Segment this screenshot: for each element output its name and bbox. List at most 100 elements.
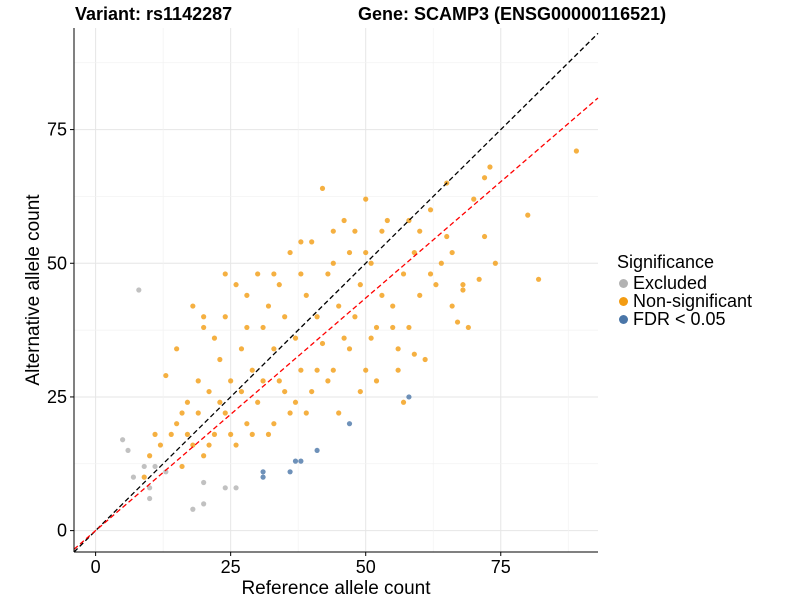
- data-point: [271, 271, 277, 277]
- data-point: [141, 463, 147, 470]
- reference-lines: [73, 32, 599, 553]
- x-tick-label: 75: [491, 557, 511, 577]
- data-point: [336, 410, 342, 416]
- data-point: [411, 249, 417, 256]
- data-point: [125, 447, 131, 454]
- data-point: [222, 314, 228, 320]
- data-point: [433, 282, 439, 288]
- reference-line-identity: [73, 32, 599, 553]
- data-point: [395, 367, 401, 373]
- data-point: [449, 303, 455, 309]
- legend-label-excluded: Excluded: [633, 272, 708, 293]
- data-point: [471, 196, 477, 202]
- data-point: [190, 506, 196, 512]
- data-point: [449, 249, 455, 256]
- data-point: [368, 335, 374, 341]
- data-point: [481, 233, 488, 240]
- data-point: [309, 388, 315, 395]
- data-point: [481, 175, 488, 181]
- y-tick-label: 25: [47, 387, 67, 407]
- data-point: [363, 196, 369, 202]
- y-tick-label: 0: [57, 521, 67, 541]
- data-point: [422, 356, 428, 363]
- data-point: [147, 495, 153, 502]
- data-point: [487, 164, 493, 170]
- data-point: [201, 501, 207, 507]
- data-point: [357, 282, 363, 288]
- data-point: [298, 239, 304, 245]
- data-point: [390, 324, 396, 331]
- data-point: [314, 447, 320, 454]
- data-point: [201, 479, 207, 486]
- data-point: [265, 431, 272, 437]
- data-point: [379, 228, 385, 234]
- data-point: [373, 324, 380, 331]
- data-point: [211, 431, 218, 437]
- data-point: [141, 474, 147, 480]
- data-point: [400, 399, 407, 405]
- data-point: [228, 378, 234, 384]
- data-point: [260, 469, 266, 475]
- data-point: [260, 474, 266, 480]
- data-point: [222, 271, 228, 277]
- series-fdr-0-05: [260, 394, 412, 480]
- data-point: [368, 260, 374, 266]
- data-point: [233, 282, 239, 288]
- legend-item-excluded: Excluded: [617, 272, 752, 293]
- data-point: [260, 324, 266, 331]
- data-point: [535, 276, 542, 282]
- data-point: [444, 233, 450, 240]
- data-point: [384, 217, 390, 224]
- data-point: [147, 453, 153, 459]
- legend-swatch-non-significant: [619, 296, 628, 306]
- data-point: [201, 314, 207, 320]
- data-point: [400, 271, 407, 277]
- variant-title: Variant: rs1142287: [75, 4, 233, 24]
- data-point: [309, 239, 315, 245]
- y-axis-label: Alternative allele count: [23, 194, 44, 386]
- grid-lines: [74, 28, 598, 552]
- data-point: [287, 249, 293, 256]
- data-point: [152, 431, 158, 437]
- data-point: [260, 378, 266, 384]
- data-point: [379, 292, 385, 298]
- data-point: [319, 340, 326, 347]
- data-point: [249, 431, 255, 437]
- data-point: [363, 249, 369, 256]
- data-point: [201, 453, 207, 459]
- y-tick-label: 50: [47, 253, 67, 273]
- data-point: [298, 367, 304, 373]
- data-point: [195, 378, 201, 384]
- legend-swatch-fdr: [619, 314, 628, 324]
- data-point: [427, 207, 434, 213]
- data-point: [292, 335, 299, 341]
- legend-label-non-significant: Non-significant: [633, 290, 753, 311]
- data-point: [352, 314, 358, 320]
- data-point: [233, 485, 239, 491]
- gene-title: Gene: SCAMP3 (ENSG00000116521): [358, 4, 667, 24]
- data-point: [271, 346, 277, 352]
- data-point: [136, 287, 142, 293]
- data-point: [255, 399, 261, 405]
- legend-title: Significance: [617, 252, 715, 272]
- x-tick-label: 0: [91, 557, 101, 577]
- data-point: [174, 421, 180, 427]
- data-point: [217, 399, 223, 405]
- data-point: [255, 271, 261, 277]
- data-point: [282, 388, 288, 395]
- data-point: [411, 351, 417, 357]
- data-point: [330, 260, 336, 266]
- data-point: [330, 367, 336, 373]
- data-point: [222, 485, 228, 491]
- y-tick-label: 75: [47, 120, 67, 140]
- data-point: [417, 292, 423, 298]
- data-point: [292, 458, 299, 464]
- data-point: [352, 228, 358, 234]
- data-point: [130, 474, 137, 480]
- data-point: [222, 410, 228, 416]
- data-point: [233, 442, 239, 448]
- data-point: [357, 388, 363, 395]
- data-point: [298, 458, 304, 464]
- data-point: [465, 324, 471, 331]
